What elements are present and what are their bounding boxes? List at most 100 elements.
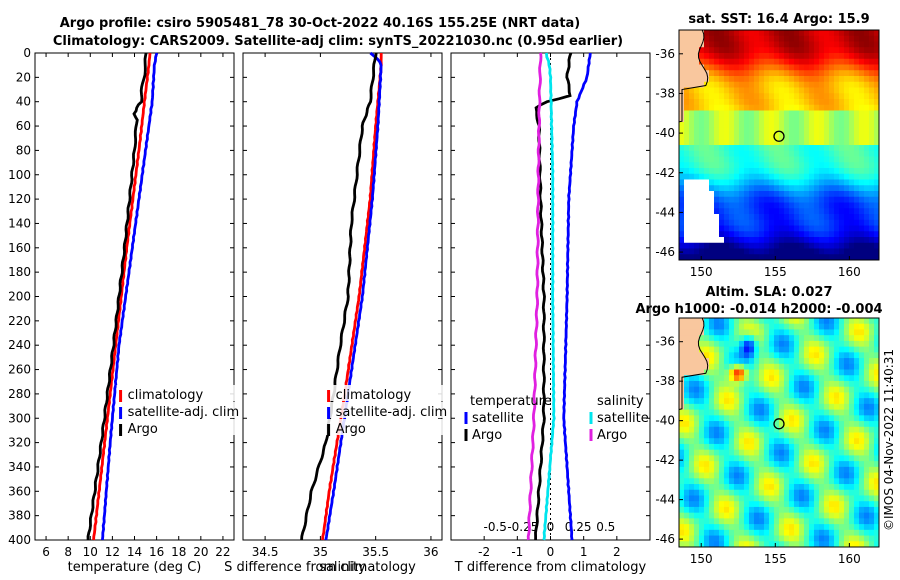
- field-cell: [724, 409, 730, 416]
- field-cell: [789, 81, 795, 89]
- field-cell: [739, 150, 745, 158]
- field-cell: [834, 329, 840, 336]
- field-cell: [804, 99, 810, 106]
- field-cell: [854, 76, 860, 83]
- field-cell: [729, 409, 735, 416]
- field-cell: [729, 242, 735, 250]
- field-cell: [764, 352, 770, 359]
- field-cell: [754, 409, 760, 416]
- field-cell: [869, 489, 875, 497]
- field-cell: [734, 30, 740, 37]
- field-cell: [759, 346, 765, 353]
- field-cell: [814, 506, 820, 514]
- field-cell: [769, 93, 775, 100]
- field-cell: [749, 358, 755, 365]
- field-cell: [809, 219, 815, 227]
- field-cell: [704, 242, 710, 250]
- field-cell: [829, 529, 835, 537]
- field-cell: [774, 386, 780, 394]
- field-cell: [689, 76, 695, 83]
- field-cell: [869, 231, 875, 238]
- field-cell: [859, 110, 865, 117]
- field-cell: [834, 455, 840, 462]
- field-cell: [684, 53, 690, 60]
- field-cell: [794, 173, 800, 181]
- field-cell: [824, 512, 830, 519]
- field-cell: [839, 64, 845, 71]
- field-cell: [804, 403, 810, 411]
- field-cell: [844, 363, 850, 371]
- field-cell: [779, 369, 785, 376]
- field-cell: [779, 58, 785, 66]
- field-cell: [724, 403, 730, 411]
- field-cell: [859, 535, 865, 542]
- field-cell: [819, 352, 825, 359]
- field-cell: [719, 386, 725, 394]
- field-cell: [824, 524, 830, 531]
- field-cell: [694, 461, 700, 468]
- field-cell: [699, 358, 705, 365]
- field-cell: [774, 335, 780, 342]
- field-cell: [789, 76, 795, 83]
- field-cell: [849, 340, 855, 348]
- field-cell: [779, 340, 785, 348]
- field-cell: [754, 254, 760, 260]
- field-cell: [714, 53, 720, 60]
- field-cell: [724, 535, 730, 542]
- field-cell: [849, 541, 855, 547]
- field-cell: [789, 231, 795, 238]
- field-cell: [874, 340, 879, 348]
- field-cell: [839, 173, 845, 181]
- field-cell: [709, 541, 715, 547]
- field-cell: [849, 335, 855, 342]
- field-cell: [874, 99, 879, 106]
- field-cell: [859, 472, 865, 479]
- field-cell: [754, 358, 760, 365]
- field-cell: [849, 495, 855, 502]
- field-cell: [709, 392, 715, 399]
- field-cell: [769, 87, 775, 94]
- field-cell: [704, 99, 710, 106]
- field-cell: [694, 369, 700, 376]
- field-cell: [729, 398, 735, 405]
- field-cell: [709, 363, 715, 371]
- field-cell: [739, 380, 745, 388]
- field-cell: [804, 318, 810, 325]
- field-cell: [704, 449, 710, 456]
- field-cell: [684, 254, 690, 260]
- field-cell: [739, 53, 745, 60]
- field-cell: [864, 254, 870, 260]
- field-cell: [774, 489, 780, 497]
- field-cell: [829, 47, 835, 54]
- field-cell: [869, 179, 875, 186]
- field-cell: [839, 375, 845, 382]
- field-cell: [869, 156, 875, 163]
- field-cell: [689, 489, 695, 497]
- field-cell: [714, 363, 720, 371]
- field-cell: [779, 139, 785, 146]
- field-cell: [844, 340, 850, 348]
- field-cell: [824, 443, 830, 451]
- field-cell: [744, 524, 750, 531]
- field-cell: [779, 70, 785, 77]
- field-cell: [714, 196, 720, 204]
- field-cell: [869, 150, 875, 158]
- field-cell: [774, 398, 780, 405]
- field-cell: [724, 455, 730, 462]
- field-cell: [869, 133, 875, 140]
- field-cell: [734, 541, 740, 547]
- field-cell: [724, 380, 730, 388]
- field-cell: [764, 318, 770, 325]
- field-cell: [699, 432, 705, 439]
- field-cell: [699, 127, 705, 135]
- field-cell: [789, 53, 795, 60]
- coastline: [679, 30, 709, 123]
- field-cell: [719, 81, 725, 89]
- field-cell: [684, 30, 690, 37]
- field-cell: [854, 104, 860, 112]
- field-cell: [709, 122, 715, 129]
- field-cell: [789, 196, 795, 204]
- field-cell: [764, 179, 770, 186]
- field-cell: [694, 104, 700, 112]
- field-cell: [804, 484, 810, 491]
